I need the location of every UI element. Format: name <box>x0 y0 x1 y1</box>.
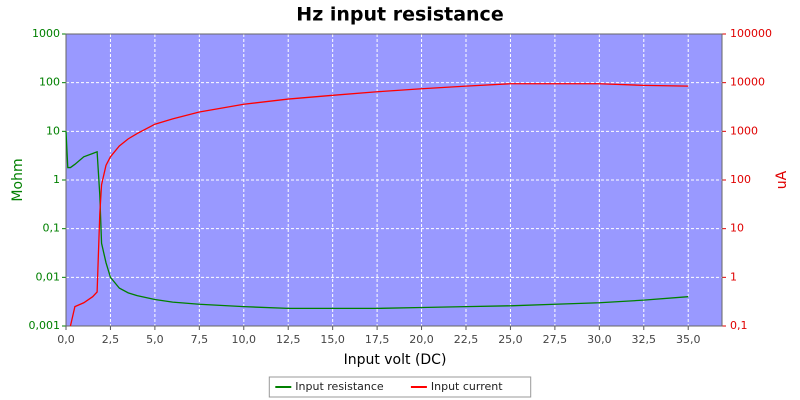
x-tick-label: 30,0 <box>587 333 612 346</box>
legend-label: Input resistance <box>295 380 384 393</box>
x-tick-label: 0,0 <box>57 333 75 346</box>
y-tick-label: 1 <box>53 173 60 186</box>
y2-tick-label: 100000 <box>730 27 772 40</box>
series-line <box>69 83 689 327</box>
y2-axis-title: uA <box>774 170 790 189</box>
x-tick-label: 17,5 <box>365 333 390 346</box>
y-tick-label: 0,01 <box>36 270 61 283</box>
series-line <box>65 131 689 310</box>
y2-tick-label: 1 <box>730 270 737 283</box>
y-tick-label: 1000 <box>32 27 60 40</box>
x-tick-label: 15,0 <box>320 333 345 346</box>
x-tick-label: 27,5 <box>543 333 568 346</box>
x-tick-label: 32,5 <box>632 333 657 346</box>
y-tick-label: 0,1 <box>43 222 61 235</box>
y-axis-title: Mohm <box>10 158 26 201</box>
x-tick-label: 12,5 <box>276 333 301 346</box>
y-tick-label: 100 <box>39 76 60 89</box>
legend-label: Input current <box>431 380 503 393</box>
y2-tick-label: 10000 <box>730 76 765 89</box>
plot-frame <box>65 33 723 327</box>
legend-box <box>268 376 532 398</box>
legend: Input resistance Input current <box>268 376 532 398</box>
y2-tick-label: 0,1 <box>730 319 748 332</box>
y2-tick-label: 1000 <box>730 124 758 137</box>
x-tick-label: 22,5 <box>454 333 479 346</box>
y2-tick-label: 10 <box>730 222 744 235</box>
x-tick-label: 10,0 <box>232 333 257 346</box>
x-axis-title: Input volt (DC) <box>344 352 447 368</box>
x-tick-label: 20,0 <box>409 333 434 346</box>
y-tick-label: 10 <box>46 124 60 137</box>
x-tick-label: 5,0 <box>146 333 164 346</box>
y2-tick-label: 100 <box>730 173 751 186</box>
x-tick-label: 2,5 <box>102 333 120 346</box>
x-tick-label: 25,0 <box>498 333 523 346</box>
x-tick-label: 7,5 <box>191 333 209 346</box>
chart-title: Hz input resistance <box>296 4 503 26</box>
y-tick-label: 0,001 <box>29 319 61 332</box>
x-tick-label: 35,0 <box>676 333 701 346</box>
